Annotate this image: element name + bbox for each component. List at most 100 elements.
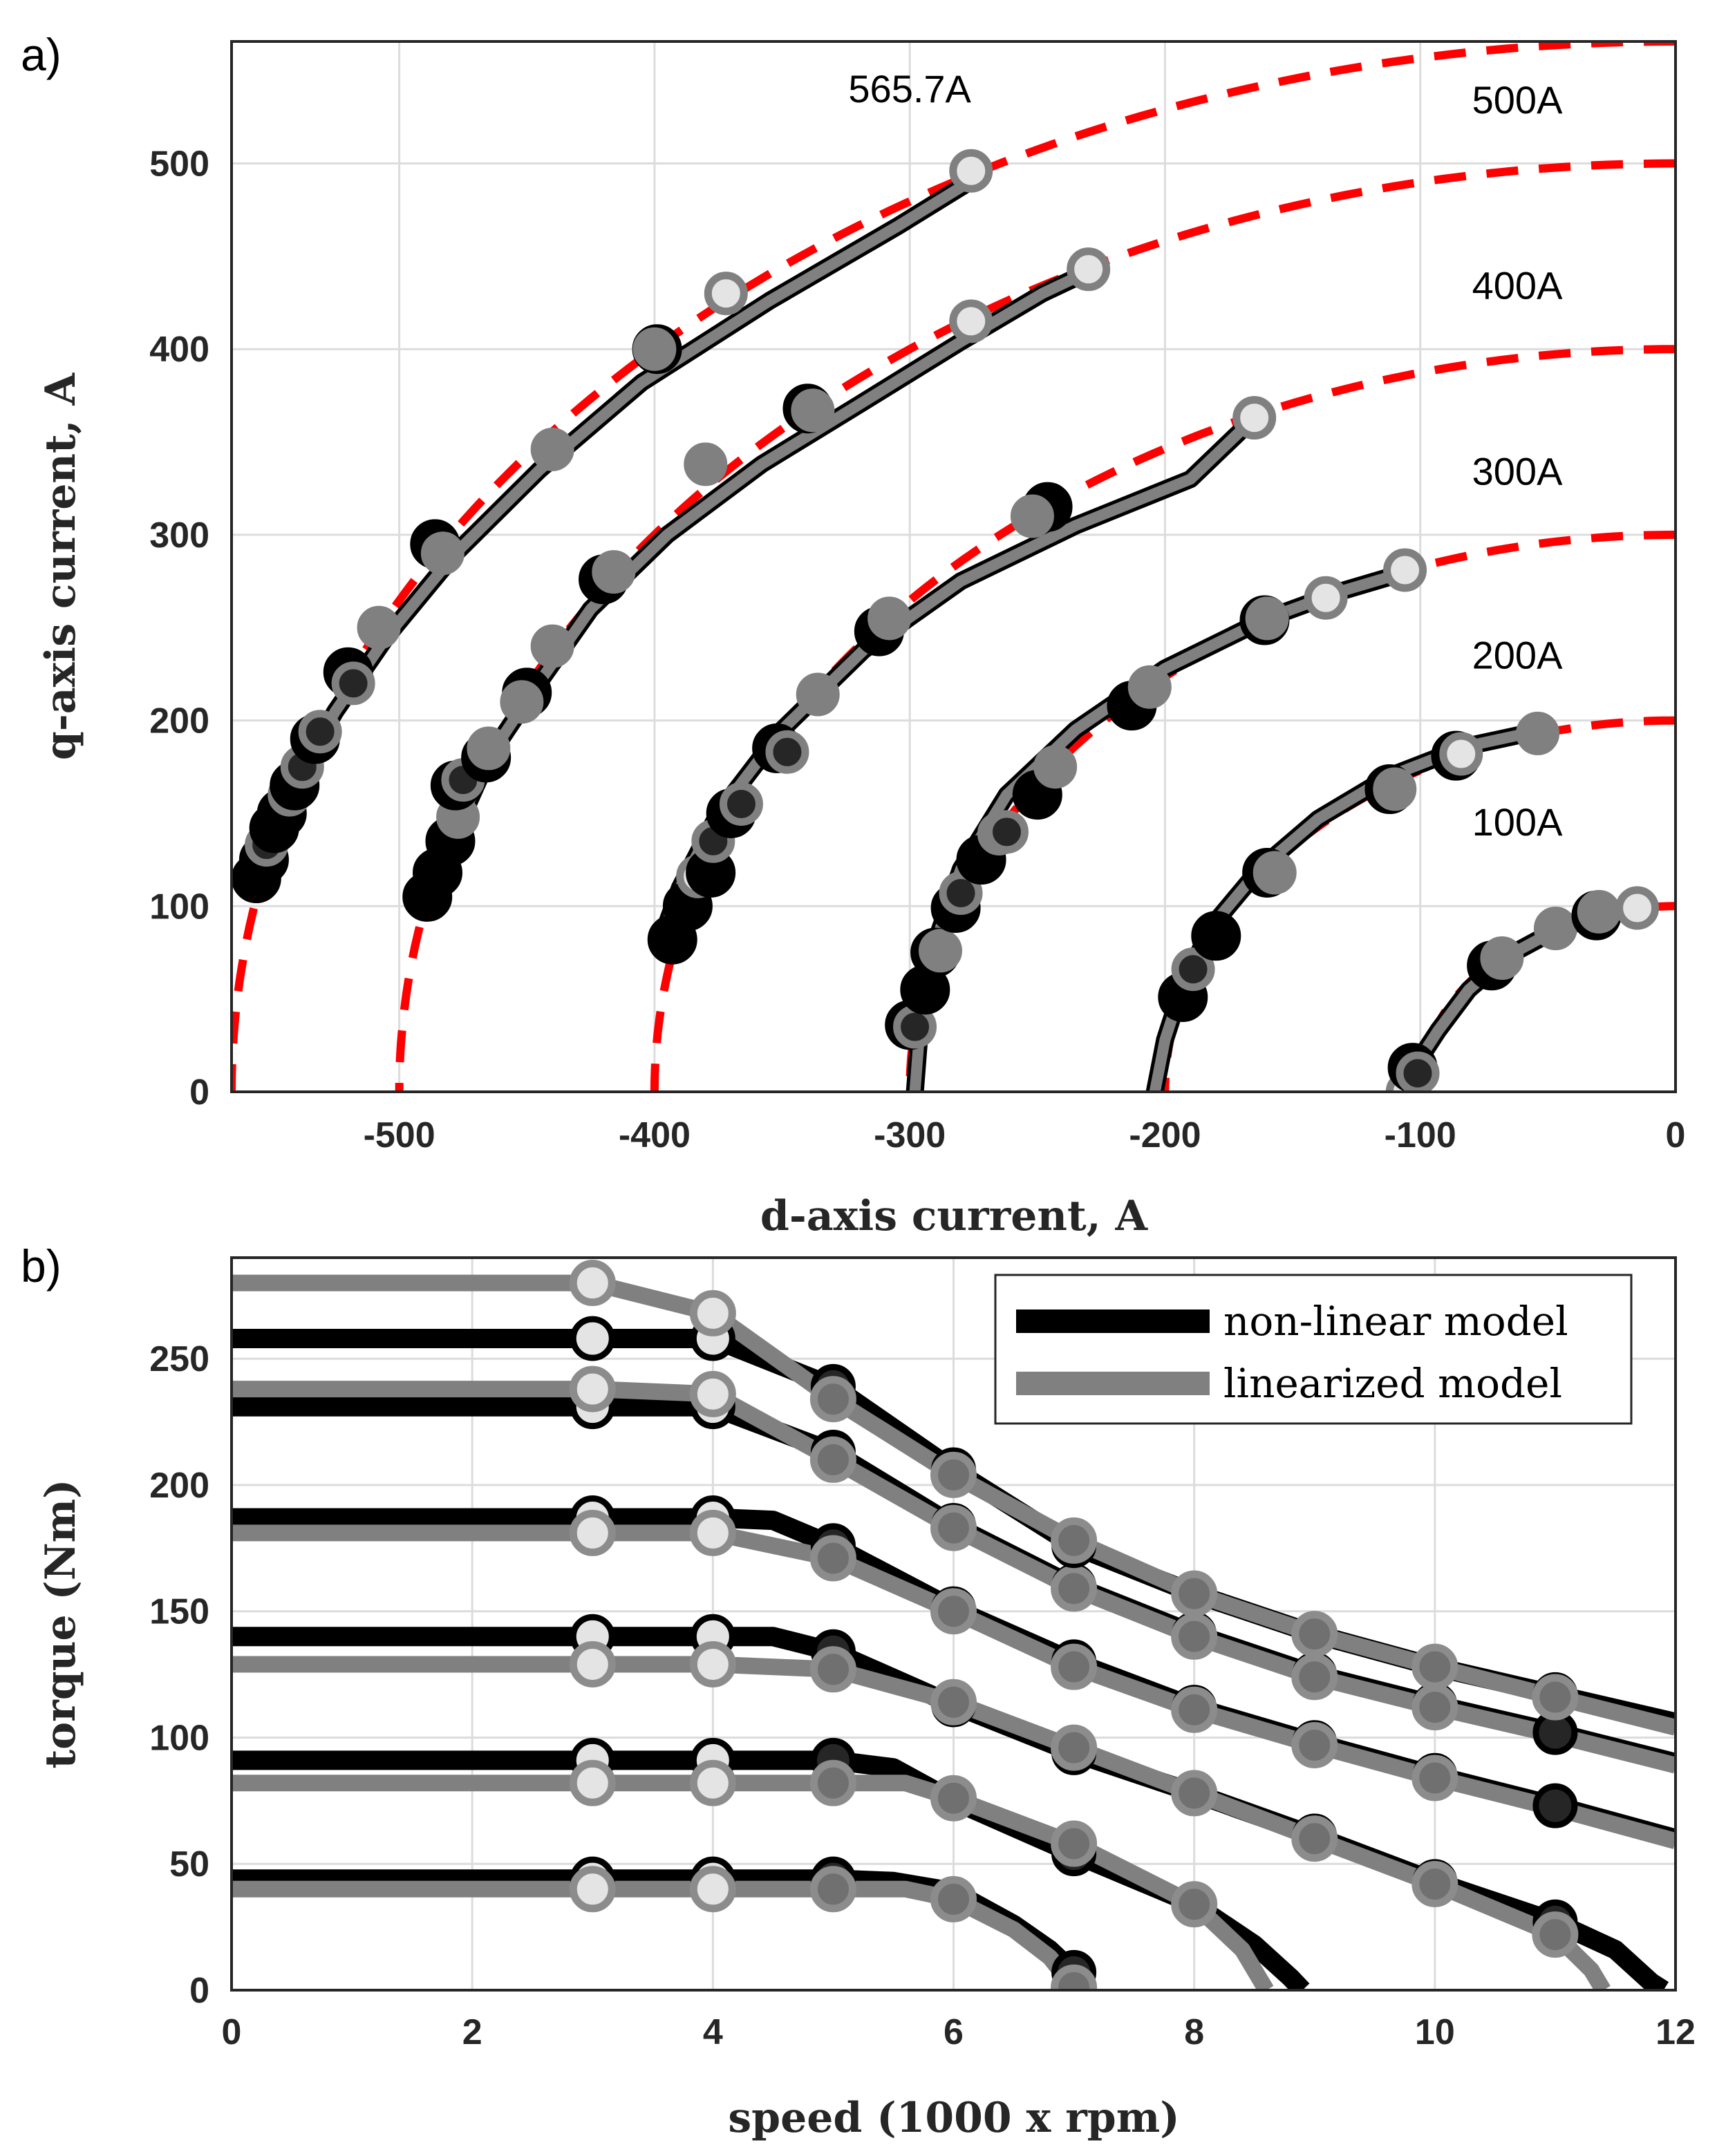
linearized-marker <box>930 1679 977 1725</box>
linearized-marker <box>689 1866 736 1913</box>
operating-point-marker <box>1615 886 1660 930</box>
panel-label-b: b) <box>21 1240 62 1292</box>
ticks-a: -500 -400 -300 -200 -100 0 0 100 200 300 400 500 <box>149 144 1685 1155</box>
operating-point-marker <box>1171 947 1215 992</box>
y-tick-label-a: 500 <box>149 144 209 185</box>
operating-point-marker <box>530 624 574 668</box>
operating-point-marker <box>918 929 962 973</box>
x-tick-label-a: -200 <box>1129 1115 1201 1155</box>
linearized-marker <box>569 1509 616 1556</box>
linearized-marker <box>930 1775 977 1822</box>
current-limit-label: 300A <box>1472 449 1563 493</box>
axes-frame-a <box>230 40 1677 1093</box>
series-markers-a <box>232 149 1660 1092</box>
operating-point-marker <box>1033 745 1078 789</box>
linearized-marker <box>1411 1755 1458 1802</box>
x-tick-label-b: 8 <box>1184 2012 1204 2052</box>
axes-frame-b <box>230 1256 1677 1992</box>
circle-labels: 100A 200A 300A 400A 500A 565.7A <box>848 67 1563 844</box>
linearized-marker <box>1532 1674 1579 1721</box>
operating-point-marker <box>500 680 544 724</box>
chart-b: non-linear model linearized model 0 2 4 6 8 1… <box>37 1256 1696 2142</box>
y-tick-label-b: 200 <box>149 1466 209 1506</box>
linearized-marker <box>809 1866 856 1913</box>
x-tick-label-a: -500 <box>364 1115 435 1155</box>
operating-point-marker <box>592 550 636 594</box>
legend-label-nonlinear: non-linear model <box>1223 1298 1568 1345</box>
operating-point-marker <box>1252 851 1297 895</box>
linearized-marker <box>689 1289 736 1336</box>
linearized-marker <box>930 1451 977 1498</box>
linearized-marker <box>689 1509 736 1556</box>
operating-point-marker <box>1577 889 1621 934</box>
operating-point-marker <box>949 299 993 343</box>
operating-point-marker <box>1480 936 1524 981</box>
operating-point-marker <box>1127 665 1172 709</box>
y-tick-label-a: 200 <box>149 701 209 741</box>
x-tick-label-b: 4 <box>703 2012 723 2052</box>
y-axis-label-b: torque (Nm) <box>37 1479 85 1768</box>
linearized-marker <box>809 1646 856 1693</box>
linearized-marker <box>930 1588 977 1635</box>
operating-point-marker <box>331 661 375 706</box>
operating-point-marker <box>719 782 763 826</box>
linearized-marker <box>1171 1570 1218 1617</box>
x-tick-label-a: -300 <box>874 1115 946 1155</box>
operating-point-marker <box>765 730 809 774</box>
legend: non-linear model linearized model <box>994 1274 1633 1425</box>
current-limit-label: 500A <box>1472 78 1563 122</box>
operating-point-marker <box>984 810 1029 854</box>
operating-point-marker <box>796 672 840 717</box>
linearized-marker <box>1051 1820 1098 1867</box>
torque-curve-linearized <box>232 1775 1274 1990</box>
y-tick-label-a: 400 <box>149 330 209 370</box>
linearized-marker <box>689 1640 736 1687</box>
series-markers-b <box>569 1260 1579 1990</box>
operating-point-marker <box>1191 911 1241 961</box>
linearized-marker <box>1051 1724 1098 1771</box>
x-tick-label-b: 12 <box>1655 2012 1696 2052</box>
linearized-marker <box>1051 1565 1098 1612</box>
y-tick-label-a: 300 <box>149 516 209 556</box>
linearized-marker <box>1291 1815 1338 1862</box>
operating-point-marker <box>867 596 912 641</box>
linearized-marker <box>569 1759 616 1806</box>
current-limit-label: 400A <box>1472 264 1563 308</box>
current-limit-label: 565.7A <box>848 67 971 111</box>
linearized-marker <box>689 1370 736 1417</box>
linearized-marker <box>809 1759 856 1806</box>
linearized-marker <box>1411 1643 1458 1690</box>
operating-point-marker <box>298 710 342 754</box>
operating-point-marker <box>1373 767 1417 811</box>
nonlinear-marker <box>1532 1783 1578 1828</box>
y-tick-label-b: 250 <box>149 1339 209 1379</box>
nonlinear-marker <box>570 1316 615 1361</box>
y-tick-label-b: 50 <box>169 1844 209 1884</box>
linearized-marker <box>809 1535 856 1582</box>
linearized-marker <box>689 1759 736 1806</box>
operating-point-marker <box>791 388 835 433</box>
operating-point-marker <box>704 272 748 316</box>
operating-point-marker <box>949 149 993 193</box>
operating-point-marker <box>530 427 574 471</box>
operating-point-marker <box>1383 548 1427 592</box>
linearized-marker <box>569 1260 616 1307</box>
linearized-marker <box>1171 1770 1218 1817</box>
legend-label-linearized: linearized model <box>1223 1360 1562 1407</box>
current-limit-label: 200A <box>1472 633 1563 677</box>
linearized-marker <box>1411 1684 1458 1731</box>
linearized-marker <box>1411 1860 1458 1907</box>
linearized-marker <box>1171 1613 1218 1660</box>
linearized-marker <box>809 1436 856 1483</box>
linearized-marker <box>809 1376 856 1423</box>
legend-box <box>994 1274 1633 1425</box>
operating-point-marker <box>1232 396 1277 440</box>
y-tick-label-b: 150 <box>149 1592 209 1632</box>
linearized-marker <box>1291 1611 1338 1658</box>
linearized-marker <box>930 1504 977 1551</box>
linearized-marker <box>1171 1686 1218 1733</box>
operating-point-marker <box>1516 711 1560 755</box>
linearized-marker <box>569 1640 616 1687</box>
operating-point-marker <box>1439 732 1483 776</box>
